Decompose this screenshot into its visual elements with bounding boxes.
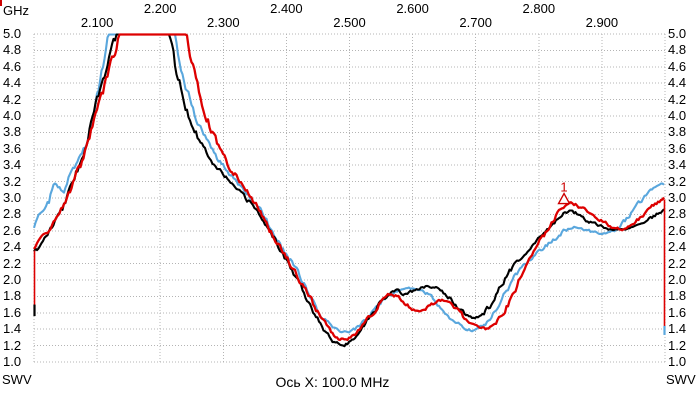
y-tick-label-l-3.4: 3.4 xyxy=(3,157,22,173)
marker-1-triangle-icon[interactable] xyxy=(557,192,571,205)
x-tick-label-2.500: 2.500 xyxy=(333,15,366,30)
y-tick-label-l-4.8: 4.8 xyxy=(3,42,22,58)
y-tick-label-r-3.4: 3.4 xyxy=(668,157,687,173)
y-tick-label-r-4.4: 4.4 xyxy=(668,75,687,91)
y-tick-label-r-1.8: 1.8 xyxy=(668,288,687,304)
y-tick-label-r-1.6: 1.6 xyxy=(668,304,687,320)
y-tick-label-l-1.4: 1.4 xyxy=(3,321,22,337)
plot-area[interactable] xyxy=(34,34,665,362)
trace-red xyxy=(33,33,665,342)
y-tick-label-r-1.0: 1.0 xyxy=(668,354,687,369)
y-axis-unit-label-right: SWV xyxy=(666,372,696,387)
y-tick-label-r-3.6: 3.6 xyxy=(668,140,687,156)
y-tick-label-l-3.0: 3.0 xyxy=(3,190,22,205)
y-tick-label-l-1.6: 1.6 xyxy=(3,304,22,320)
y-tick-label-r-3.0: 3.0 xyxy=(668,190,687,205)
y-tick-label-l-1.0: 1.0 xyxy=(3,354,22,369)
y-tick-label-r-1.4: 1.4 xyxy=(668,321,687,337)
y-tick-label-l-4.0: 4.0 xyxy=(3,108,22,123)
y-axis-unit-label-left: SWV xyxy=(2,372,32,387)
marker-1[interactable]: 1 xyxy=(557,180,571,205)
y-tick-label-l-4.4: 4.4 xyxy=(3,75,22,91)
x-tick-label-2.100: 2.100 xyxy=(80,15,114,30)
y-tick-label-l-2.6: 2.6 xyxy=(3,222,22,238)
y-tick-label-l-3.2: 3.2 xyxy=(3,173,22,189)
y-tick-label-r-4.6: 4.6 xyxy=(668,58,687,74)
y-tick-label-l-3.8: 3.8 xyxy=(3,124,22,140)
y-tick-label-r-4.0: 4.0 xyxy=(668,108,687,123)
y-tick-label-l-1.2: 1.2 xyxy=(3,337,22,353)
x-tick-label-2.700: 2.700 xyxy=(459,15,492,30)
y-tick-label-r-4.8: 4.8 xyxy=(668,42,687,58)
x-tick-label-2.800: 2.800 xyxy=(522,1,556,16)
y-tick-label-r-4.2: 4.2 xyxy=(668,91,687,107)
y-tick-label-l-5.0: 5.0 xyxy=(3,26,22,41)
x-axis-unit-label: GHz xyxy=(3,3,29,18)
y-tick-label-r-2.6: 2.6 xyxy=(668,222,687,238)
y-tick-label-l-2.0: 2.0 xyxy=(3,272,22,287)
x-tick-label-2.600: 2.600 xyxy=(396,1,429,16)
y-tick-label-r-2.4: 2.4 xyxy=(668,239,687,255)
y-tick-label-l-2.2: 2.2 xyxy=(3,255,22,271)
y-tick-label-r-2.2: 2.2 xyxy=(668,255,687,271)
y-tick-label-l-2.8: 2.8 xyxy=(3,206,22,222)
x-tick-label-2.900: 2.900 xyxy=(585,15,619,30)
x-tick-label-2.200: 2.200 xyxy=(143,1,177,16)
marker-1-label: 1 xyxy=(560,180,567,195)
x-axis-division-info: Ось X: 100.0 MHz xyxy=(275,374,390,390)
y-tick-label-r-3.2: 3.2 xyxy=(668,173,687,189)
y-tick-label-r-2.8: 2.8 xyxy=(668,206,687,222)
y-tick-label-l-4.2: 4.2 xyxy=(3,91,22,107)
y-tick-label-l-3.6: 3.6 xyxy=(3,140,22,156)
y-tick-label-l-4.6: 4.6 xyxy=(3,58,22,74)
corner-artifact xyxy=(0,0,2,6)
x-tick-label-2.400: 2.400 xyxy=(270,1,303,16)
y-tick-label-l-2.4: 2.4 xyxy=(3,239,22,255)
y-tick-label-r-5.0: 5.0 xyxy=(668,26,687,41)
y-tick-label-l-1.8: 1.8 xyxy=(3,288,22,304)
y-tick-label-r-2.0: 2.0 xyxy=(668,272,687,287)
y-tick-label-r-3.8: 3.8 xyxy=(668,124,687,140)
x-tick-label-2.300: 2.300 xyxy=(207,15,240,30)
y-tick-label-r-1.2: 1.2 xyxy=(668,337,687,353)
